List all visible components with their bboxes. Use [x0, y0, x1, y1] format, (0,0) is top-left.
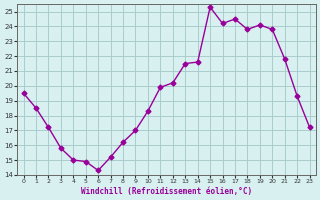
X-axis label: Windchill (Refroidissement éolien,°C): Windchill (Refroidissement éolien,°C) [81, 187, 252, 196]
